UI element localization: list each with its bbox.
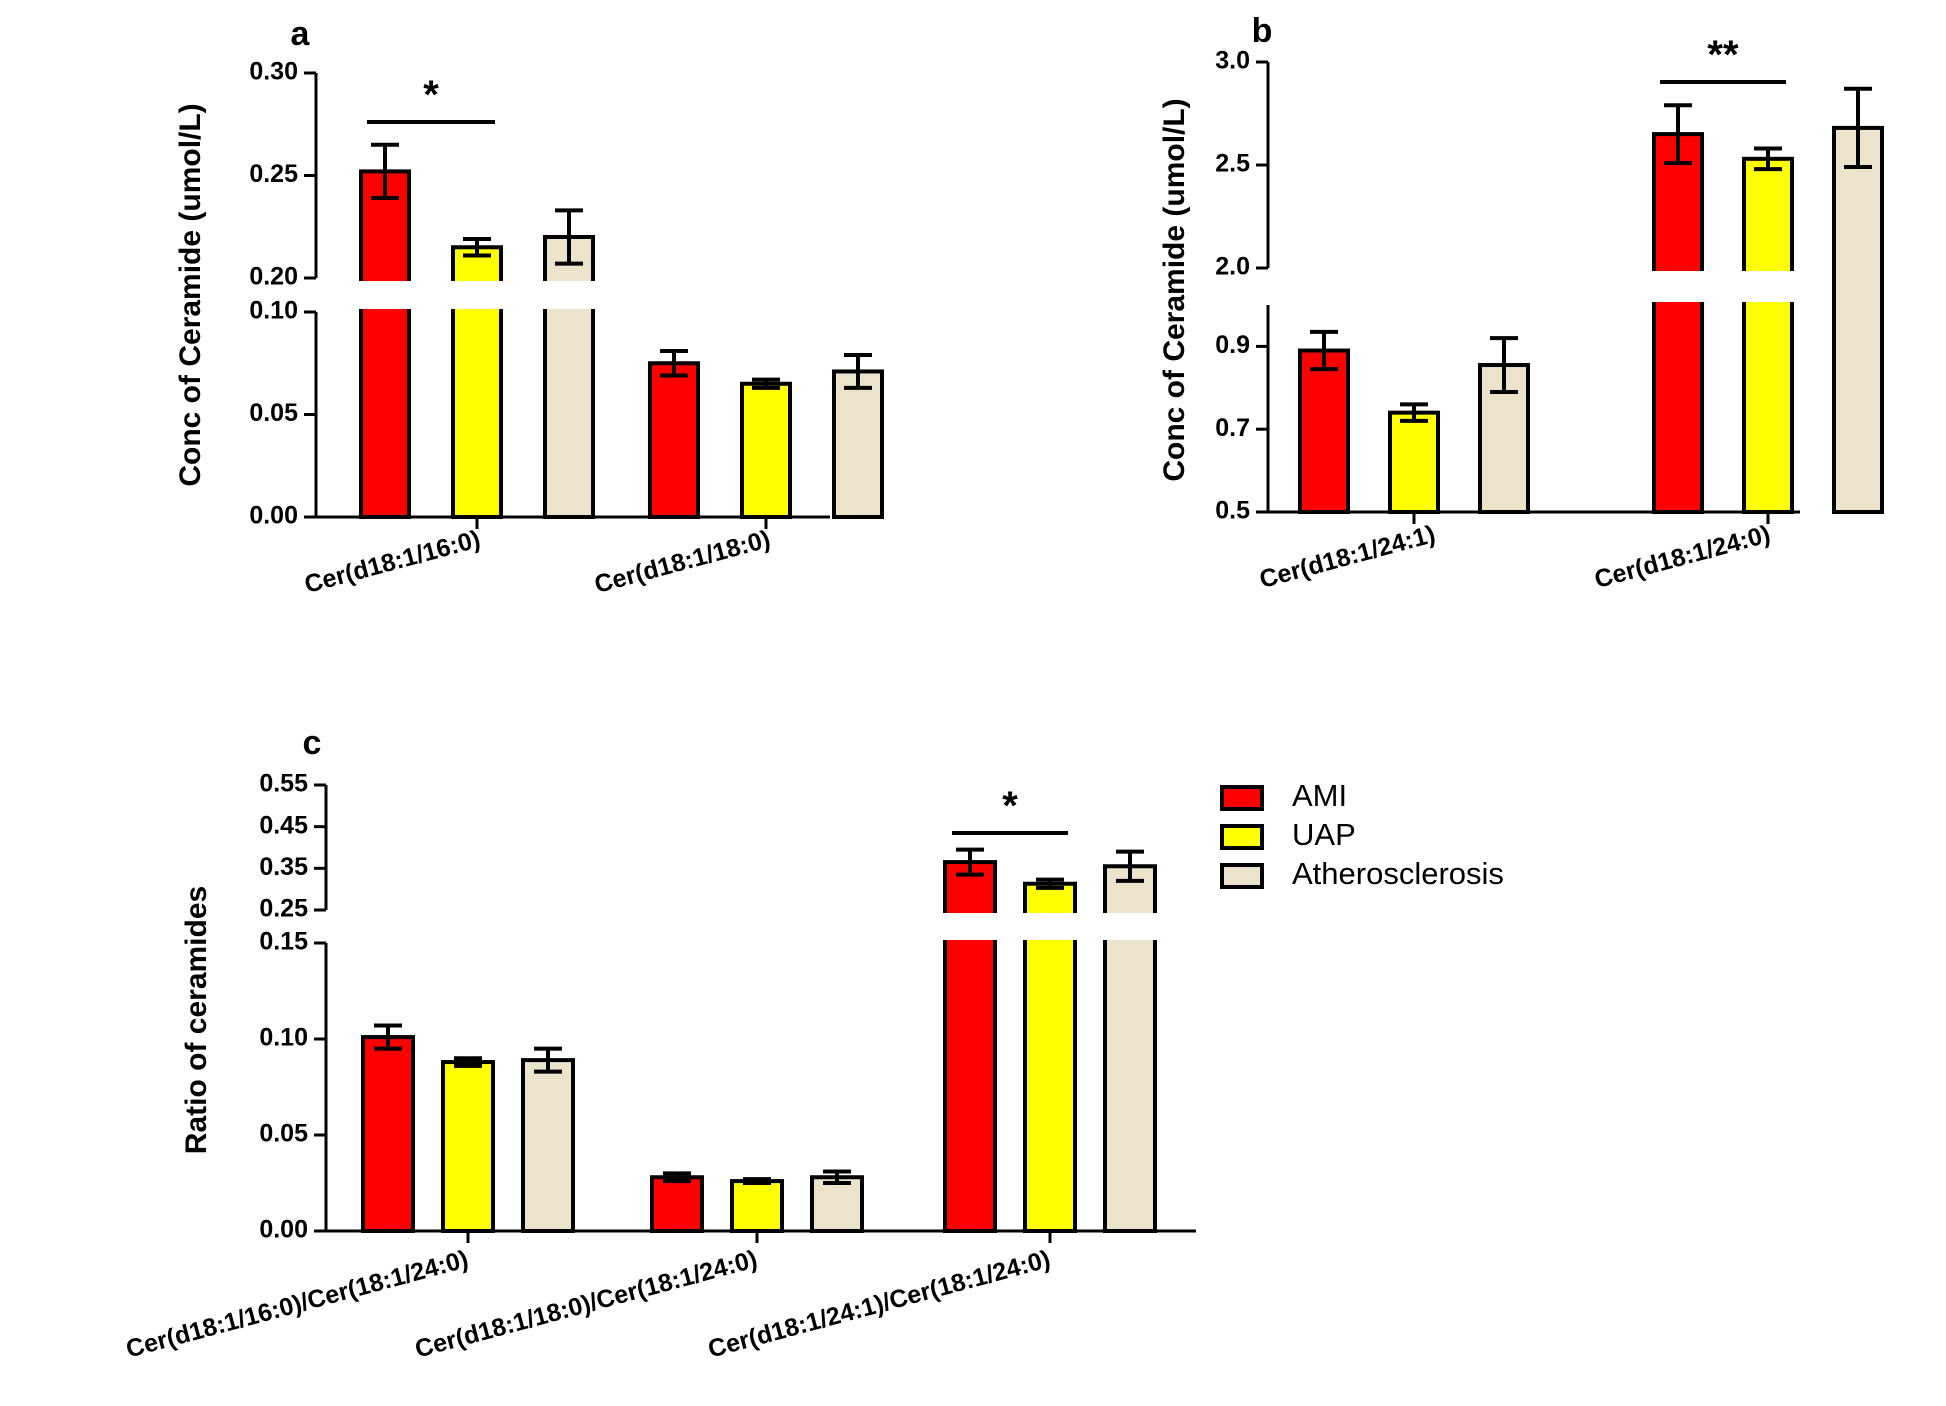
y-tick-label: 2.5 bbox=[1215, 150, 1250, 178]
y-tick-label: 0.25 bbox=[259, 895, 308, 923]
bar-uap-0 bbox=[1388, 410, 1440, 515]
legend-swatch-uap bbox=[1220, 824, 1264, 850]
y-tick-label: 0.00 bbox=[249, 502, 298, 530]
bar-atherosclerosis-1 bbox=[832, 369, 884, 520]
bar-uap-1 bbox=[730, 1179, 784, 1233]
bar-uap-1 bbox=[740, 381, 792, 519]
bar-ami-0 bbox=[1298, 348, 1350, 515]
y-tick-label: 0.9 bbox=[1215, 331, 1250, 359]
axis-break-gap bbox=[318, 281, 830, 309]
bar-uap-1 bbox=[1742, 156, 1794, 514]
bar-ami-0 bbox=[359, 169, 411, 519]
bar-atherosclerosis-0 bbox=[521, 1058, 575, 1233]
panel-letter: c bbox=[303, 724, 322, 762]
significance-marker: * bbox=[423, 73, 439, 117]
legend-label: AMI bbox=[1292, 778, 1347, 813]
y-tick-label: 0.30 bbox=[249, 58, 298, 86]
bar-ami-1 bbox=[648, 361, 700, 519]
panel-letter: a bbox=[291, 15, 311, 53]
legend-label: UAP bbox=[1292, 817, 1356, 852]
x-category-label: Cer(d18:1/16:0) bbox=[302, 525, 484, 599]
y-tick-label: 0.15 bbox=[259, 928, 308, 956]
bar-atherosclerosis-1 bbox=[1832, 125, 1884, 514]
x-category-label: Cer(d18:1/24:0) bbox=[1592, 520, 1774, 594]
y-tick-label: 0.55 bbox=[259, 770, 308, 798]
bar-atherosclerosis-1 bbox=[810, 1175, 864, 1233]
panel-a: a 0.00 0.05 0.10 0.20 0.25 0.30 Conc of Ceramid… bbox=[174, 15, 884, 599]
legend-swatch-atherosclerosis bbox=[1220, 863, 1264, 889]
y-axis-title: Ratio of ceramides bbox=[180, 886, 213, 1154]
y-axis-title: Conc of Ceramide (umol/L) bbox=[1158, 98, 1191, 481]
y-tick-label: 0.20 bbox=[249, 263, 298, 291]
axis-break-gap bbox=[328, 913, 1196, 940]
bar-ami-0 bbox=[361, 1035, 415, 1233]
y-tick-label: 0.35 bbox=[259, 853, 308, 881]
panel-c: c 0.00 0.05 0.10 0.15 0.25 0.35 0.45 0.55 Ratio o… bbox=[123, 724, 1196, 1364]
x-category-label: Cer(d18:1/18:0) bbox=[592, 525, 774, 599]
y-tick-label: 0.10 bbox=[249, 297, 298, 325]
y-tick-label: 0.00 bbox=[259, 1216, 308, 1244]
bar-ami-1 bbox=[650, 1175, 704, 1233]
y-tick-label: 0.45 bbox=[259, 811, 308, 839]
legend: AMI UAP Atherosclerosis bbox=[1220, 778, 1504, 891]
y-tick-label: 3.0 bbox=[1215, 47, 1250, 75]
legend-label: Atherosclerosis bbox=[1292, 856, 1504, 891]
significance-marker: ** bbox=[1707, 33, 1739, 77]
y-tick-label: 2.0 bbox=[1215, 253, 1250, 281]
y-axis-title: Conc of Ceramide (umol/L) bbox=[174, 103, 207, 486]
x-category-label: Cer(d18:1/24:1) bbox=[1257, 520, 1439, 594]
legend-swatch-ami bbox=[1220, 785, 1264, 811]
bar-ami-1 bbox=[1652, 132, 1704, 514]
significance-marker: * bbox=[1002, 784, 1018, 828]
y-tick-label: 0.10 bbox=[259, 1024, 308, 1052]
axis-break-gap bbox=[1270, 271, 1800, 302]
y-tick-label: 0.05 bbox=[249, 399, 298, 427]
y-tick-label: 0.05 bbox=[259, 1120, 308, 1148]
y-tick-label: 0.7 bbox=[1215, 414, 1250, 442]
panel-b: b 0.5 0.7 0.9 2.0 2.5 3.0 Conc of Ceramide (umo… bbox=[1158, 12, 1884, 594]
y-tick-label: 0.25 bbox=[249, 160, 298, 188]
y-tick-label: 0.5 bbox=[1215, 497, 1250, 525]
panel-letter: b bbox=[1252, 12, 1273, 50]
bar-uap-0 bbox=[441, 1060, 495, 1234]
bar-atherosclerosis-0 bbox=[543, 235, 595, 519]
